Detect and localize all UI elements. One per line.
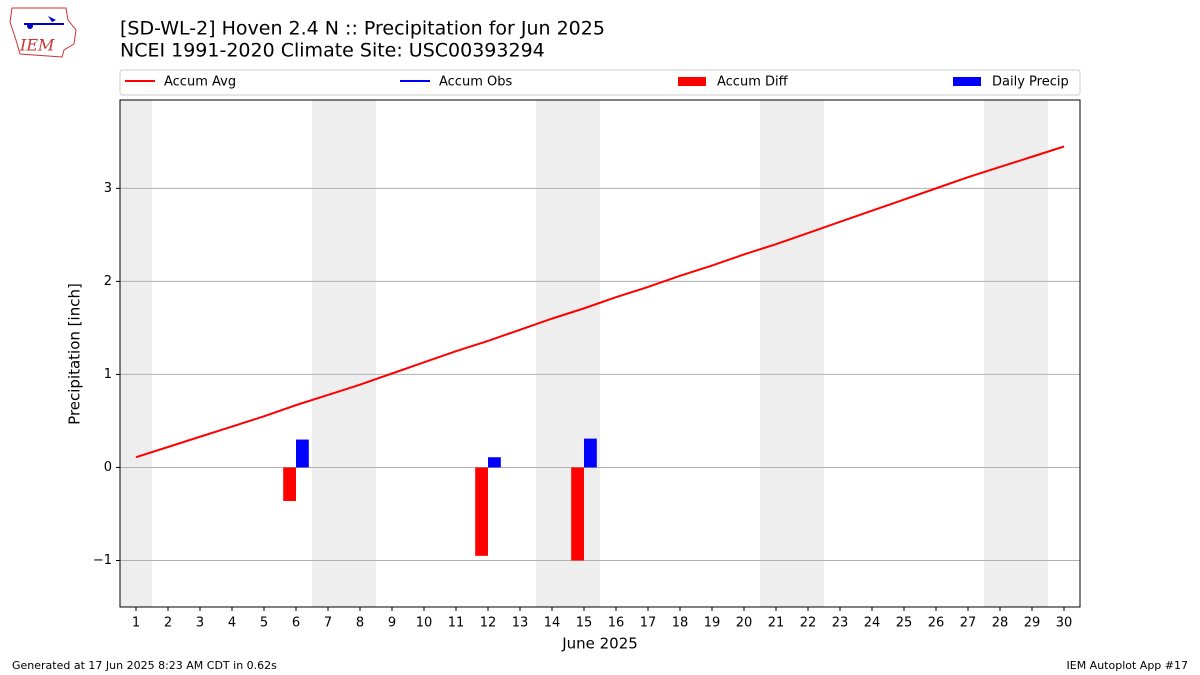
plot-frame bbox=[119, 99, 1081, 608]
weekend-shade bbox=[344, 100, 376, 607]
bar bbox=[296, 439, 309, 468]
x-tick-label: 3 bbox=[196, 616, 204, 631]
y-tick-label: 2 bbox=[104, 274, 112, 289]
bar bbox=[283, 467, 296, 501]
x-tick-label: 12 bbox=[480, 616, 497, 631]
x-tick-label: 1 bbox=[132, 616, 140, 631]
x-tick-label: 7 bbox=[324, 616, 332, 631]
weekend-shade bbox=[120, 100, 152, 607]
x-tick-label: 9 bbox=[388, 616, 396, 631]
x-axis-label: June 2025 bbox=[561, 635, 638, 653]
x-tick-label: 14 bbox=[544, 616, 561, 631]
footer-right: IEM Autoplot App #17 bbox=[1067, 659, 1189, 672]
y-tick-label: 1 bbox=[104, 367, 112, 382]
x-tick-label: 18 bbox=[672, 616, 689, 631]
weekend-shade bbox=[760, 100, 792, 607]
x-tick-label: 2 bbox=[164, 616, 172, 631]
x-tick-label: 26 bbox=[928, 616, 945, 631]
legend-swatch bbox=[678, 77, 706, 86]
weekend-shade bbox=[1016, 100, 1048, 607]
chart-title: [SD-WL-2] Hoven 2.4 N :: Precipitation f… bbox=[120, 18, 605, 40]
x-tick-label: 8 bbox=[356, 616, 364, 631]
legend-frame bbox=[119, 69, 1081, 96]
bar bbox=[584, 438, 597, 468]
x-tick-label: 11 bbox=[448, 616, 465, 631]
x-tick-label: 21 bbox=[768, 616, 785, 631]
x-tick-label: 22 bbox=[800, 616, 817, 631]
legend-label: Accum Obs bbox=[439, 75, 512, 90]
bar bbox=[571, 467, 584, 561]
y-tick-label: −1 bbox=[93, 553, 112, 568]
x-tick-label: 23 bbox=[832, 616, 849, 631]
line bbox=[135, 145, 1065, 459]
weekend-shade bbox=[984, 100, 1016, 607]
legend-swatch bbox=[953, 77, 981, 86]
x-tick-label: 10 bbox=[416, 616, 433, 631]
weekend-shade bbox=[792, 100, 824, 607]
footer-left: Generated at 17 Jun 2025 8:23 AM CDT in … bbox=[12, 659, 277, 672]
legend-label: Accum Diff bbox=[717, 75, 789, 90]
x-tick-label: 17 bbox=[640, 616, 657, 631]
y-axis-label: Precipitation [inch] bbox=[66, 283, 84, 425]
x-tick-label: 29 bbox=[1024, 616, 1041, 631]
x-tick-label: 13 bbox=[512, 616, 529, 631]
x-tick-label: 16 bbox=[608, 616, 625, 631]
weekend-shade bbox=[312, 100, 344, 607]
legend-label: Daily Precip bbox=[992, 75, 1069, 90]
x-tick-label: 5 bbox=[260, 616, 268, 631]
bar bbox=[488, 457, 501, 468]
logo-text: IEM bbox=[19, 36, 55, 55]
x-tick-label: 30 bbox=[1056, 616, 1073, 631]
x-tick-label: 25 bbox=[896, 616, 913, 631]
logo: IEM bbox=[9, 7, 77, 58]
y-tick-label: 0 bbox=[104, 460, 112, 475]
y-tick-label: 3 bbox=[104, 181, 112, 196]
x-tick-label: 24 bbox=[864, 616, 881, 631]
x-tick-label: 15 bbox=[576, 616, 593, 631]
x-tick-label: 19 bbox=[704, 616, 721, 631]
x-tick-label: 4 bbox=[228, 616, 236, 631]
chart-subtitle: NCEI 1991-2020 Climate Site: USC00393294 bbox=[120, 40, 545, 62]
legend-label: Accum Avg bbox=[164, 75, 236, 90]
x-tick-label: 28 bbox=[992, 616, 1009, 631]
x-tick-label: 20 bbox=[736, 616, 753, 631]
weekend-shade bbox=[536, 100, 568, 607]
x-tick-label: 27 bbox=[960, 616, 977, 631]
bar bbox=[475, 467, 488, 556]
x-tick-label: 6 bbox=[292, 616, 300, 631]
